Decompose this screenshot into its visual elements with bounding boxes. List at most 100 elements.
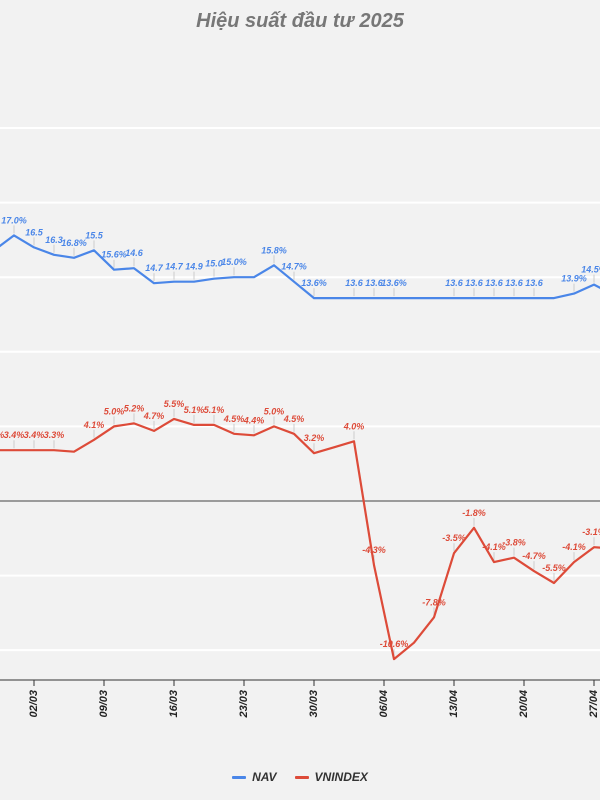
data-label-vnindex: -1.8%: [462, 508, 486, 518]
data-label-vnindex: 3.4%: [24, 430, 45, 440]
chart-title: Hiệu suất đầu tư 2025: [196, 10, 404, 32]
data-label-vnindex: -4.1%: [562, 542, 586, 552]
data-label-nav: 14.7: [145, 263, 164, 273]
data-point-vnindex: [413, 641, 415, 644]
data-label-nav: 13.6: [465, 278, 484, 288]
data-label-nav: 14.7: [165, 262, 184, 272]
legend-item-nav[interactable]: NAV: [232, 770, 277, 784]
data-point-nav: [373, 297, 375, 299]
data-label-nav: 14.6: [125, 248, 144, 258]
data-point-vnindex: [153, 430, 155, 432]
data-point-nav: [113, 268, 115, 271]
data-point-nav: [453, 297, 455, 299]
data-point-nav: [233, 276, 235, 278]
data-point-vnindex: [513, 556, 515, 559]
x-tick-label: 02/03: [28, 690, 40, 718]
data-label-nav: 13.6: [365, 278, 384, 288]
data-label-vnindex: 5.5%: [164, 399, 185, 409]
data-point-vnindex: [593, 546, 595, 549]
legend-swatch-nav: [232, 775, 247, 779]
data-label-nav: 13.6: [525, 278, 544, 288]
data-point-vnindex: [173, 418, 175, 420]
data-point-nav: [313, 297, 315, 299]
data-point-vnindex: [353, 440, 355, 443]
data-label-vnindex: -3.8%: [502, 538, 526, 548]
data-point-nav: [133, 267, 135, 270]
data-point-nav: [433, 297, 435, 299]
data-point-vnindex: [233, 433, 235, 435]
data-point-nav: [413, 297, 415, 299]
data-point-nav: [393, 297, 395, 299]
data-label-nav: 13.6: [445, 278, 464, 288]
x-tick-label: 06/04: [378, 690, 390, 718]
data-label-vnindex: 4.0%: [343, 421, 365, 431]
data-point-vnindex: [213, 424, 215, 426]
legend-item-vnindex[interactable]: VNINDEX: [294, 770, 368, 784]
x-tick-label: 23/03: [238, 690, 250, 719]
data-label-nav: 15.8%: [261, 245, 287, 255]
data-label-vnindex: -7.8%: [422, 597, 446, 607]
data-point-nav: [493, 297, 495, 299]
data-point-nav: [333, 297, 335, 299]
data-label-nav: 17.0%: [1, 215, 27, 225]
data-label-vnindex: 4.7%: [143, 411, 165, 421]
data-point-vnindex: [93, 439, 95, 441]
data-point-vnindex: [273, 425, 275, 428]
data-label-vnindex: -3.1%: [582, 527, 600, 537]
x-tick-label: 13/04: [448, 690, 460, 718]
data-label-vnindex: 3.4%: [4, 430, 25, 440]
data-label-vnindex: -5.5%: [542, 563, 566, 573]
data-label-nav: 16.3: [45, 235, 63, 245]
data-point-nav: [353, 297, 355, 299]
data-label-nav: 13.6: [505, 278, 524, 288]
data-point-nav: [93, 249, 95, 252]
data-label-nav: 13.9%: [561, 274, 587, 284]
data-point-nav: [593, 283, 595, 286]
data-point-vnindex: [313, 452, 315, 455]
data-label-vnindex: 5.1%: [184, 405, 205, 415]
data-label-vnindex: 4.1%: [83, 420, 105, 430]
data-point-vnindex: [253, 434, 255, 437]
data-point-vnindex: [553, 582, 555, 584]
data-point-vnindex: [293, 433, 295, 435]
data-point-vnindex: [133, 422, 135, 425]
data-point-vnindex: [193, 424, 195, 426]
data-point-vnindex: [493, 561, 495, 563]
data-point-vnindex: [393, 658, 395, 660]
data-point-nav: [253, 276, 255, 278]
data-point-vnindex: [333, 446, 335, 449]
data-label-vnindex: 5.2%: [124, 403, 145, 413]
data-label-nav: 13.6: [485, 278, 504, 288]
data-point-nav: [53, 254, 55, 256]
data-label-nav: 15.0%: [221, 257, 247, 267]
data-point-nav: [73, 256, 75, 259]
x-tick-label: 09/03: [98, 690, 110, 718]
data-label-vnindex: -10.6%: [380, 639, 409, 649]
data-point-nav: [213, 277, 215, 280]
legend-label-nav: NAV: [252, 770, 277, 784]
data-point-vnindex: [373, 564, 375, 566]
data-label-vnindex: 5.1%: [204, 405, 225, 415]
legend-label-vnindex: VNINDEX: [314, 770, 368, 784]
data-point-nav: [293, 280, 295, 283]
data-point-vnindex: [73, 450, 75, 453]
data-point-vnindex: [433, 616, 435, 619]
data-label-vnindex: 3.3%: [44, 430, 65, 440]
data-label-nav: 16.5: [25, 227, 44, 237]
data-point-vnindex: [473, 527, 475, 529]
data-label-vnindex: 4.5%: [223, 414, 245, 424]
data-label-nav: 13.6%: [381, 278, 407, 288]
data-point-vnindex: [573, 561, 575, 563]
data-point-nav: [273, 264, 275, 267]
data-point-nav: [473, 297, 475, 299]
data-point-vnindex: [53, 449, 55, 452]
data-label-nav: 14.9: [185, 262, 203, 272]
data-label-vnindex: -4.3%: [362, 545, 386, 555]
chart-legend: NAV VNINDEX: [0, 770, 600, 784]
data-label-nav: 16.8%: [61, 238, 87, 248]
data-label-nav: 14.7%: [281, 262, 307, 272]
data-point-nav: [13, 234, 15, 237]
data-point-nav: [153, 282, 155, 284]
data-point-nav: [533, 297, 535, 299]
